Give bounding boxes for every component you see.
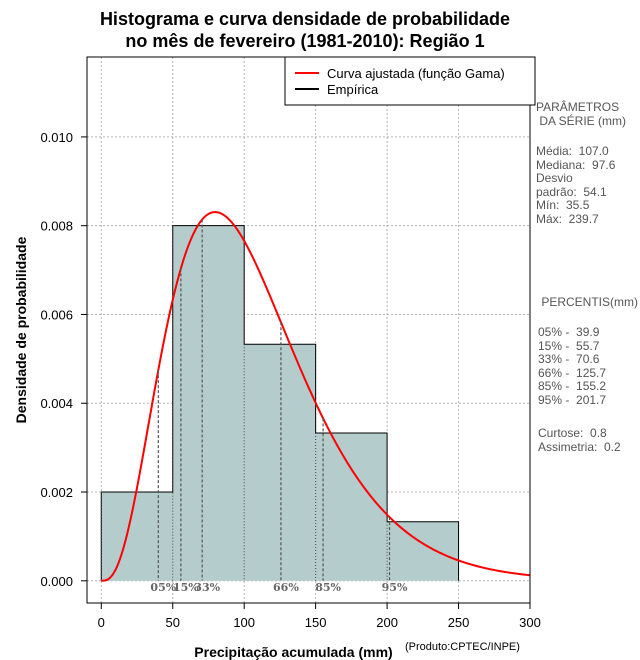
percentile-85: 85% - 155.2 xyxy=(538,379,607,393)
parameters-heading-2: DA SÉRIE (mm) xyxy=(536,113,627,128)
percentile-label-5: 95% xyxy=(382,581,408,594)
percentile-66: 66% - 125.7 xyxy=(538,365,607,380)
chart-title-line1: Histograma e curva densidade de probabil… xyxy=(99,9,511,29)
histogram-bar-0 xyxy=(101,492,173,581)
y-axis-label: Densidade de probabilidade xyxy=(13,236,29,423)
x-tick-label-4: 200 xyxy=(376,615,398,630)
skewness: Assimetria: 0.2 xyxy=(538,439,621,454)
chart-title-line2: no mês de fevereiro (1981-2010): Região … xyxy=(125,31,485,51)
credit-text: (Produto:CPTEC/INPE) xyxy=(405,641,520,653)
percentile-05: 05% - 39.9 xyxy=(538,325,600,339)
param-mean: Média: 107.0 xyxy=(536,144,609,158)
y-tick-label-2: 0.004 xyxy=(40,396,73,411)
x-axis-label: Precipitação acumulada (mm) xyxy=(194,644,392,660)
shape-stats: Curtose: 0.8 Assimetria: 0.2 xyxy=(538,426,621,454)
legend-label-0: Curva ajustada (função Gama) xyxy=(327,66,505,81)
percentiles-heading: PERCENTIS(mm) xyxy=(538,295,638,309)
legend-box xyxy=(284,56,536,106)
percentile-label-2: 33% xyxy=(194,581,220,594)
percentile-label-4: 85% xyxy=(315,581,341,594)
empirical-series-line xyxy=(100,225,460,581)
parameters-heading: PARÂMETROS DA SÉRIE (mm) xyxy=(536,100,627,128)
y-tick-label-1: 0.002 xyxy=(40,485,73,500)
param-max: Máx: 239.7 xyxy=(536,211,599,226)
percentile-label-0: 05% xyxy=(150,581,176,594)
y-tick-label-3: 0.006 xyxy=(40,307,73,322)
legend-label-1: Empírica xyxy=(327,82,379,97)
x-tick-label-5: 250 xyxy=(448,615,470,630)
y-tick-label-4: 0.008 xyxy=(40,219,73,234)
parameters-list: Média: 107.0 Mediana: 97.6 Desvio padrão: 5… xyxy=(536,144,616,226)
percentile-95: 95% - 201.7 xyxy=(538,392,607,407)
param-median: Mediana: 97.6 xyxy=(536,157,616,172)
histogram-bar-1 xyxy=(172,225,245,581)
gamma-curve-series-line xyxy=(101,211,531,582)
x-tick-label-3: 150 xyxy=(305,615,327,630)
x-tick-label-6: 300 xyxy=(519,615,541,630)
percentile-15: 15% - 55.7 xyxy=(538,338,600,353)
y-tick-label-0: 0.000 xyxy=(40,574,73,589)
param-sd: padrão: 54.1 xyxy=(536,184,607,199)
x-tick-label-0: 0 xyxy=(98,615,105,630)
histogram-bar-4 xyxy=(387,521,459,581)
histogram-bar-2 xyxy=(244,344,316,581)
x-tick-label-1: 50 xyxy=(166,615,180,630)
param-sd-label: Desvio xyxy=(536,171,573,185)
percentile-label-3: 66% xyxy=(273,581,299,594)
percentile-33: 33% - 70.6 xyxy=(538,352,600,366)
kurtosis: Curtose: 0.8 xyxy=(538,426,607,440)
x-tick-label-2: 100 xyxy=(233,615,255,630)
percentiles-list: 05% - 39.9 15% - 55.7 33% - 70.6 66% - 125.… xyxy=(538,325,607,407)
parameters-heading-1: PARÂMETROS xyxy=(536,100,620,114)
histogram-bar-3 xyxy=(315,432,388,581)
y-tick-label-5: 0.010 xyxy=(40,130,73,145)
percentile-label-1: 15% xyxy=(173,581,199,594)
param-min: Mín: 35.5 xyxy=(536,198,590,212)
